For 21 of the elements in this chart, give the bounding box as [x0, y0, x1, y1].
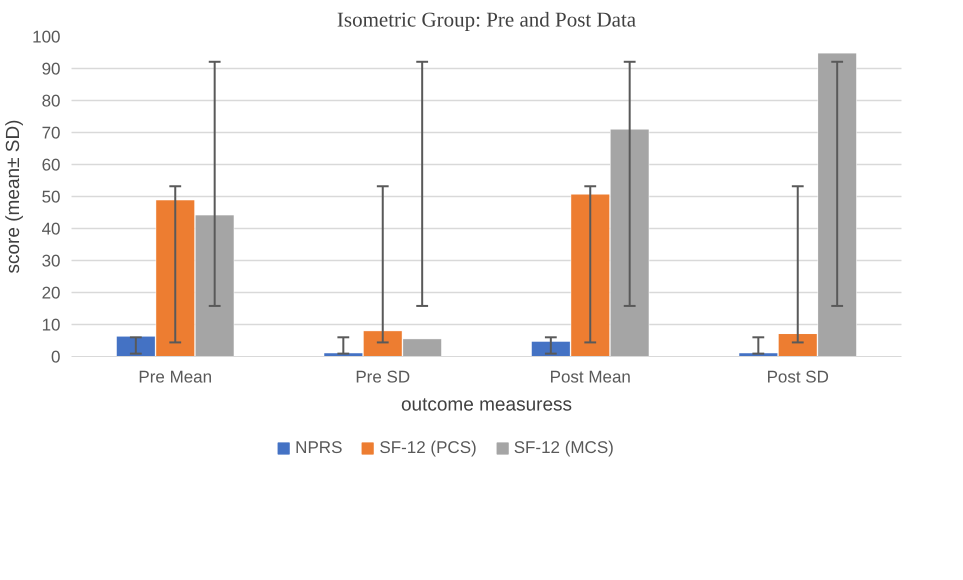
y-tick-label: 20: [42, 284, 61, 302]
y-tick-label: 60: [42, 156, 61, 174]
y-tick-label: 80: [42, 92, 61, 110]
y-tick-label: 50: [42, 188, 61, 206]
chart-title: Isometric Group: Pre and Post Data: [336, 8, 637, 32]
y-tick-label: 70: [42, 124, 61, 142]
x-tick-label: Post SD: [766, 368, 829, 386]
y-axis-title: score (mean± SD): [3, 119, 24, 274]
y-tick-label: 10: [42, 316, 61, 334]
y-tick-label: 90: [42, 60, 61, 78]
y-tick-label: 40: [42, 220, 61, 238]
y-tick-label: 100: [32, 28, 61, 46]
y-tick-label: 0: [51, 348, 61, 366]
x-tick-label: Pre Mean: [138, 368, 212, 386]
x-axis-title: outcome measuress: [400, 394, 572, 416]
legend-label: SF-12 (MCS): [514, 438, 614, 458]
legend-label: NPRS: [295, 438, 342, 458]
x-tick-label: Pre SD: [355, 368, 410, 386]
x-tick-label: Post Mean: [550, 368, 631, 386]
y-tick-label: 30: [42, 252, 61, 270]
legend-label: SF-12 (PCS): [379, 438, 477, 458]
